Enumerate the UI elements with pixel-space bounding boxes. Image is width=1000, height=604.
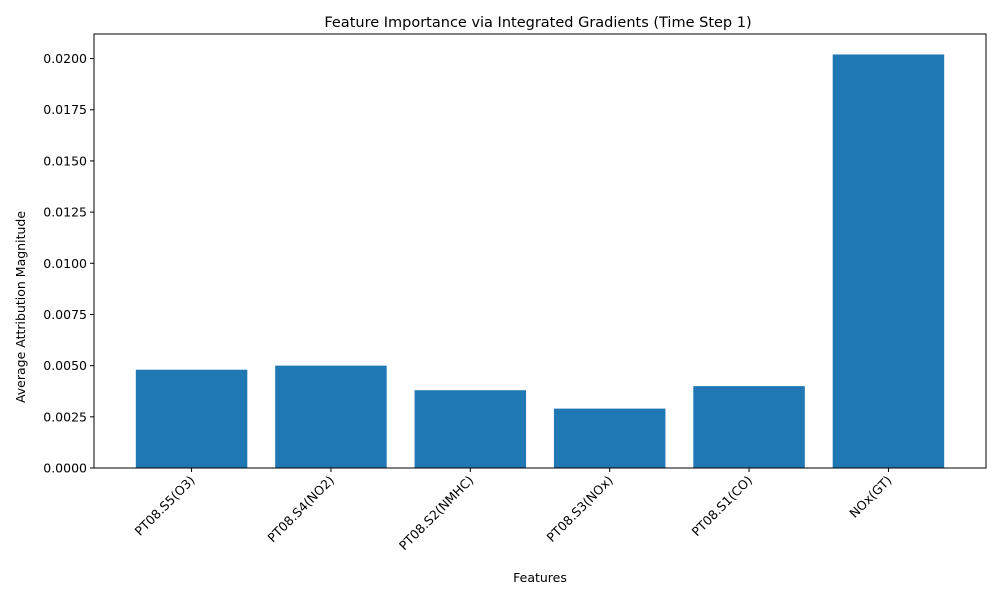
x-tick-label: PT08.S3(NOx) [543, 473, 615, 545]
x-axis-label: Features [513, 570, 567, 585]
bar [135, 369, 248, 468]
bars-group [135, 54, 945, 468]
y-tick-label: 0.0125 [43, 205, 87, 220]
y-tick-label: 0.0175 [43, 102, 87, 117]
y-axis-label: Average Attribution Magnitude [13, 211, 28, 403]
x-tick-label: NOx(GT) [846, 473, 894, 521]
y-tick-label: 0.0200 [43, 51, 87, 66]
bar [414, 390, 527, 468]
y-tick-label: 0.0075 [43, 307, 87, 322]
x-tick-label: PT08.S2(NMHC) [396, 473, 477, 554]
y-axis-ticks: 0.0000 0.0025 0.0050 0.0075 0.0100 0.0125 0.01… [43, 51, 94, 476]
y-tick-label: 0.0000 [43, 461, 87, 476]
x-axis-ticks: PT08.S5(O3) PT08.S4(NO2) PT08.S2(NMHC) PT08… [132, 468, 895, 553]
axes-spines [93, 33, 987, 469]
bar [693, 386, 805, 468]
y-tick-label: 0.0025 [43, 409, 87, 424]
plot-frame [93, 33, 987, 469]
y-tick-label: 0.0150 [43, 153, 87, 168]
bar [275, 365, 387, 468]
chart-title: Feature Importance via Integrated Gradie… [324, 15, 751, 31]
x-tick-label: PT08.S5(O3) [132, 473, 198, 539]
x-tick-label: PT08.S4(NO2) [264, 473, 337, 546]
x-tick-label: PT08.S1(CO) [689, 473, 756, 540]
bar [553, 408, 666, 468]
y-tick-label: 0.0100 [43, 256, 87, 271]
y-tick-label: 0.0050 [43, 358, 87, 373]
bar [832, 54, 945, 468]
